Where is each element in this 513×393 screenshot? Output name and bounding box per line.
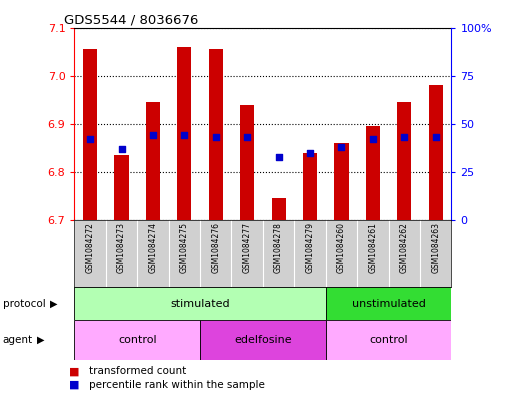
Point [400,134,408,140]
Bar [209,49,223,220]
Point [338,144,346,150]
Bar [177,47,191,220]
Point [306,149,314,156]
Text: GSM1084274: GSM1084274 [148,222,157,273]
Text: protocol: protocol [3,299,45,309]
Point [117,146,126,152]
Point [431,134,440,140]
Point [243,134,251,140]
Point [274,153,283,160]
Bar [366,126,380,220]
Text: ■: ■ [69,380,83,390]
Bar [146,102,160,220]
Text: GSM1084260: GSM1084260 [337,222,346,273]
Text: GDS5544 / 8036676: GDS5544 / 8036676 [64,14,199,27]
Text: GSM1084261: GSM1084261 [368,222,378,273]
Point [149,132,157,138]
Text: GSM1084275: GSM1084275 [180,222,189,273]
Text: control: control [118,335,156,345]
Point [369,136,377,142]
Text: ■: ■ [69,366,83,376]
Bar [74,320,200,360]
Bar [200,320,326,360]
Text: GSM1084277: GSM1084277 [243,222,252,273]
Text: transformed count: transformed count [89,366,186,376]
Bar [303,152,317,220]
Bar [429,85,443,220]
Point [212,134,220,140]
Text: GSM1084273: GSM1084273 [117,222,126,273]
Bar [83,49,97,220]
Point [86,136,94,142]
Text: unstimulated: unstimulated [351,299,426,309]
Text: percentile rank within the sample: percentile rank within the sample [89,380,265,390]
Bar [114,155,129,220]
Bar [271,198,286,220]
Text: stimulated: stimulated [170,299,230,309]
Bar [74,287,326,320]
Bar [397,102,411,220]
Text: GSM1084263: GSM1084263 [431,222,440,273]
Text: ▶: ▶ [37,335,45,345]
Text: control: control [369,335,408,345]
Text: edelfosine: edelfosine [234,335,292,345]
Bar [334,143,348,220]
Text: GSM1084276: GSM1084276 [211,222,220,273]
Bar [326,287,451,320]
Bar [240,105,254,220]
Text: agent: agent [3,335,33,345]
Text: GSM1084262: GSM1084262 [400,222,409,273]
Bar [326,320,451,360]
Point [180,132,188,138]
Text: GSM1084278: GSM1084278 [274,222,283,273]
Text: ▶: ▶ [50,299,58,309]
Text: GSM1084279: GSM1084279 [306,222,314,273]
Text: GSM1084272: GSM1084272 [86,222,94,273]
